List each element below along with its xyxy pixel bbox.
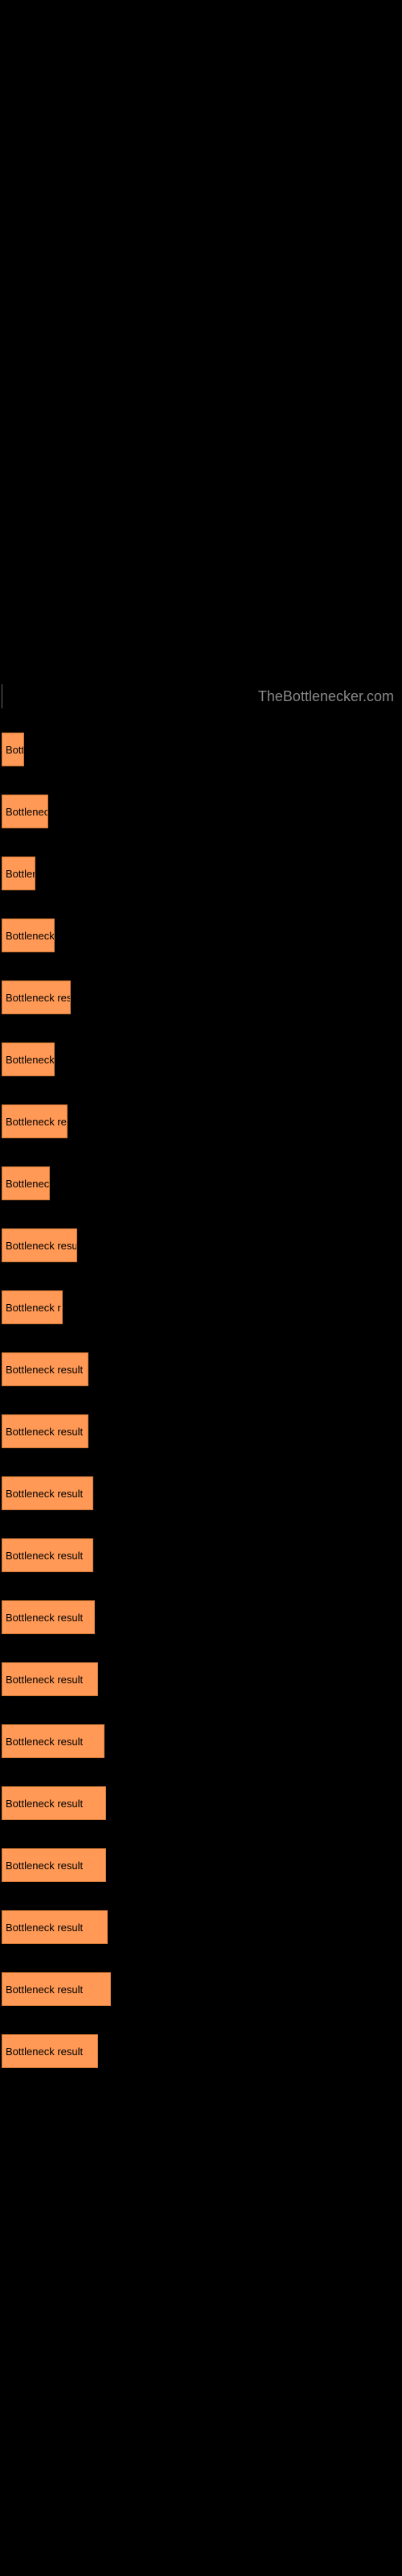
chart-bar: Bottleneck result [2,1476,93,1510]
chart-bar: Bottleneck res [2,980,71,1014]
bar-chart: Bottl Bottlenec Bottler Bottleneck Bottlenec… [0,684,402,2068]
bar-item: Bottleneck re [2,1104,402,1138]
bar-item: Bottlenec [2,795,402,828]
chart-bar: Bottleneck re [2,1104,68,1138]
bar-item: Bottleneck result [2,1724,402,1758]
chart-bar: Bottleneck [2,919,55,952]
bar-item: Bottleneck result [2,1972,402,2006]
bar-item: Bottleneck [2,919,402,952]
chart-bar: Bottleneck result [2,1972,111,2006]
bar-item: Bottleneck result [2,1600,402,1634]
bar-item: Bottler [2,857,402,890]
chart-bar: Bottleneck result [2,1662,98,1696]
bar-item: Bottleneck result [2,1910,402,1944]
chart-bar: Bottl [2,733,24,766]
chart-bar: Bottleneck result [2,1538,93,1572]
bar-item: Bottleneck result [2,1662,402,1696]
chart-bar: Bottlenec [2,795,48,828]
chart-bar: Bottleneck result [2,1414,88,1448]
chart-bar: Bottleneck resu [2,1228,77,1262]
chart-bar: Bottleneck result [2,1724,105,1758]
chart-bar: Bottleneck result [2,1786,106,1820]
bar-item: Bottleneck result [2,1786,402,1820]
bar-item: Bottleneck resu [2,1228,402,1262]
watermark-text: TheBottlenecker.com [258,688,394,705]
bar-item: Bottleneck r [2,1290,402,1324]
chart-bar: Bottler [2,857,35,890]
bar-item: Bottleneck result [2,2034,402,2068]
bar-item: Bottleneck result [2,1538,402,1572]
bar-item: Bottleneck [2,1042,402,1076]
chart-bar: Bottleneck r [2,1290,63,1324]
chart-bar: Bottleneck result [2,2034,98,2068]
bar-item: Bottleneck res [2,980,402,1014]
bar-item: Bottleneck result [2,1414,402,1448]
bar-item: Bottleneck result [2,1476,402,1510]
bar-item: Bottlenec [2,1166,402,1200]
chart-bar: Bottleneck result [2,1352,88,1386]
chart-bar: Bottleneck [2,1042,55,1076]
chart-bar: Bottleneck result [2,1910,108,1944]
chart-bar: Bottlenec [2,1166,50,1200]
chart-bar: Bottleneck result [2,1600,95,1634]
chart-bar: Bottleneck result [2,1848,106,1882]
bar-item: Bottleneck result [2,1848,402,1882]
bar-item: Bottl [2,733,402,766]
bar-item: Bottleneck result [2,1352,402,1386]
